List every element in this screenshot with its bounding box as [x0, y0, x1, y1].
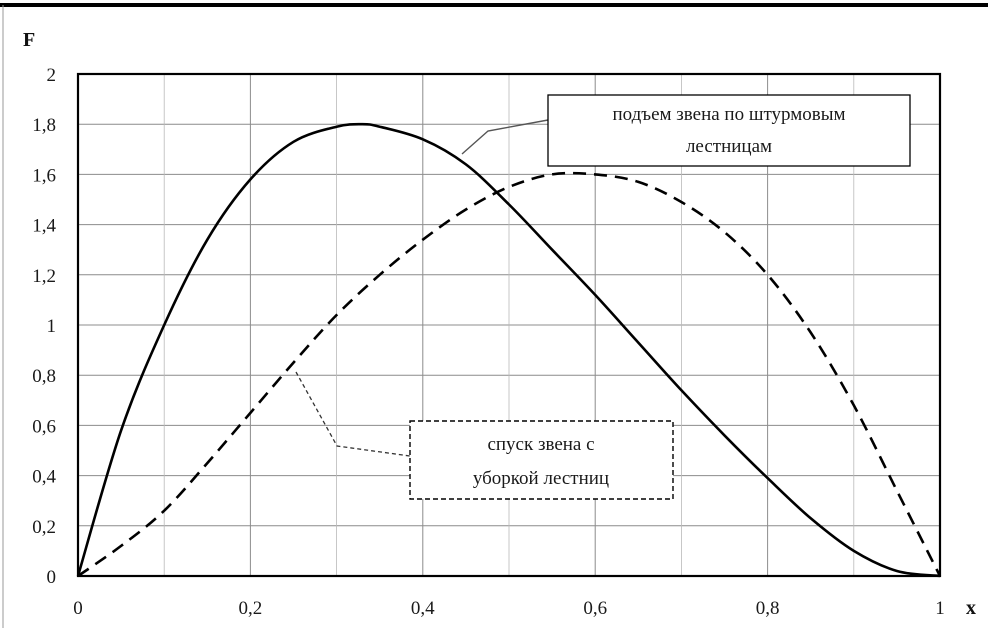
y-tick-label-2: 0,4	[32, 467, 56, 488]
y-tick-label-7: 1,4	[32, 216, 56, 237]
annotation-dashed-box	[409, 420, 674, 500]
x-axis-label: x	[966, 597, 976, 619]
x-tick-label-2: 0,4	[411, 598, 435, 619]
y-tick-label-6: 1,2	[32, 266, 56, 287]
y-tick-label-3: 0,6	[32, 416, 56, 437]
annotation-dashed: спуск звена с уборкой лестниц	[295, 371, 674, 500]
x-tick-label-5: 1	[935, 598, 945, 619]
y-tick-label-10: 2	[47, 65, 57, 86]
series-layer	[76, 122, 942, 578]
annotation-dashed-line-1: спуск звена с	[487, 434, 594, 455]
tick-labels: 0 0,2 0,4 0,6 0,8 1 1,2 1,4 1,6 1,8 2 0 0,2 0,4 0,6 0,8…	[32, 65, 945, 619]
y-axis-label: F	[23, 29, 35, 51]
y-tick-label-4: 0,8	[32, 366, 56, 387]
plot-area-border	[76, 72, 942, 578]
y-tick-label-9: 1,8	[32, 115, 56, 136]
y-tick-label-5: 1	[47, 316, 57, 337]
series-line-2	[77, 171, 942, 578]
y-tick-label-1: 0,2	[32, 517, 56, 538]
annotation-solid-box	[547, 94, 911, 167]
x-tick-label-1: 0,2	[239, 598, 263, 619]
annotation-solid-leader	[461, 119, 549, 155]
annotation-dashed-line-2: уборкой лестниц	[473, 468, 609, 489]
x-tick-label-0: 0	[73, 598, 83, 619]
x-tick-label-3: 0,6	[583, 598, 607, 619]
annotation-solid: подъем звена по штурмовым лестницам	[461, 94, 911, 167]
annotation-solid-line-2: лестницам	[686, 136, 772, 157]
y-tick-label-0: 0	[47, 567, 57, 588]
annotation-dashed-leader	[295, 371, 411, 457]
x-tick-label-4: 0,8	[756, 598, 780, 619]
series-line-1	[76, 122, 941, 578]
annotation-solid-line-1: подъем звена по штурмовым	[612, 104, 845, 125]
y-tick-label-8: 1,6	[32, 165, 56, 186]
